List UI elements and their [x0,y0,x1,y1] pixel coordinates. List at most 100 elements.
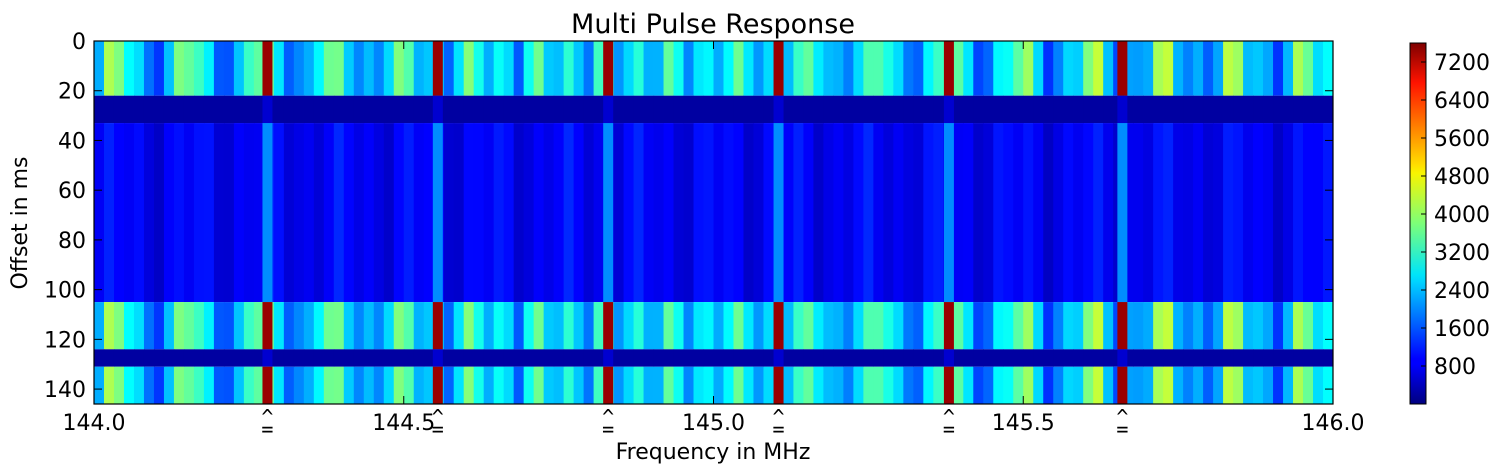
heatmap-cell [443,349,455,367]
heatmap-cell [113,95,125,124]
peak-line [603,349,614,367]
colorbar-tick-label: 800 [1434,355,1476,380]
heatmap-cell [953,41,964,96]
heatmap-cell [743,123,755,303]
heatmap-cell [453,302,465,350]
heatmap-cell [923,302,934,350]
heatmap-cell [1163,41,1174,96]
heatmap-cell [333,95,345,124]
heatmap-cell [723,95,735,124]
heatmap-cell [653,366,665,404]
heatmap-cell [1063,95,1074,124]
heatmap-cell [413,123,425,303]
heatmap-cell [863,123,874,303]
heatmap-cell [1043,366,1054,404]
heatmap-cell [1313,349,1324,367]
x-tick-label: 146.0 [1302,411,1365,436]
heatmap-cell [593,349,605,367]
heatmap-cell [1233,349,1244,367]
heatmap-cell [1203,366,1214,404]
heatmap-cell [313,302,325,350]
heatmap-cell [213,349,225,367]
heatmap-cell [893,123,904,303]
heatmap-cell [123,349,135,367]
heatmap-cell [423,41,435,96]
heatmap-cell [373,95,385,124]
heatmap-cell [1173,41,1184,96]
heatmap-cell [713,302,725,350]
heatmap-cell [833,302,844,350]
heatmap-cell [213,95,225,124]
heatmap-cell [463,366,475,404]
heatmap-cell [283,349,295,367]
heatmap-cell [763,95,775,124]
heatmap-cell [193,123,205,303]
heatmap-cell [1043,41,1054,96]
heatmap-cell [583,349,595,367]
heatmap-cell [843,95,854,124]
heatmap-cell [133,123,145,303]
heatmap-cell [1323,349,1333,367]
heatmap-cell [743,302,755,350]
heatmap-cell [243,349,255,367]
heatmap-cell [683,95,695,124]
heatmap-cell [763,366,775,404]
x-tick-label: 145.0 [682,411,745,436]
heatmap-cell [163,123,175,303]
heatmap-cell [583,302,595,350]
heatmap-cell [1273,302,1284,350]
peak-line [1117,41,1128,96]
heatmap-cell [1033,302,1044,350]
heatmap-cell [1223,41,1234,96]
heatmap-cell [333,366,345,404]
heatmap-cell [463,95,475,124]
heatmap-cell [963,366,974,404]
heatmap-cell [1023,95,1034,124]
heatmap-cell [663,95,675,124]
peak-line [943,95,954,124]
heatmap-cell [1053,123,1064,303]
heatmap-cell [973,349,984,367]
heatmap-cell [113,123,125,303]
heatmap-cell [893,302,904,350]
heatmap-cell [573,41,585,96]
heatmap-cell [573,302,585,350]
heatmap-cell [503,349,515,367]
heatmap-cell [253,123,265,303]
heatmap-cell [1283,349,1294,367]
heatmap-cell [223,95,235,124]
heatmap-cell [633,302,645,350]
heatmap-cell [613,366,625,404]
colorbar [1409,42,1427,405]
heatmap-cell [733,349,745,367]
heatmap-cell [1103,366,1114,404]
heatmap-cell [913,41,924,96]
heatmap-cell [1003,302,1014,350]
heatmap-cell [763,123,775,303]
peak-line [432,95,443,124]
heatmap-cell [403,366,415,404]
heatmap-cell [533,123,545,303]
heatmap-cell [383,366,395,404]
heatmap-cell [1153,349,1164,367]
heatmap-cell [1323,95,1333,124]
heatmap-cell [1093,41,1104,96]
heatmap-cell [793,366,805,404]
x-tick-label: 144.0 [63,411,126,436]
heatmap-cell [363,302,375,350]
heatmap-cell [1073,123,1084,303]
heatmap-cell [153,302,165,350]
heatmap-cell [983,41,994,96]
heatmap-cell [993,366,1004,404]
heatmap-cell [933,349,944,367]
heatmap-cell [1183,302,1194,350]
heatmap-cell [583,123,595,303]
heatmap-cell [783,95,795,124]
heatmap-cell [963,41,974,96]
heatmap-cell [1243,41,1254,96]
heatmap-cell [893,41,904,96]
heatmap-cell [173,302,185,350]
heatmap-cell [983,302,994,350]
heatmap-cell [1193,349,1204,367]
heatmap-cell [663,41,675,96]
